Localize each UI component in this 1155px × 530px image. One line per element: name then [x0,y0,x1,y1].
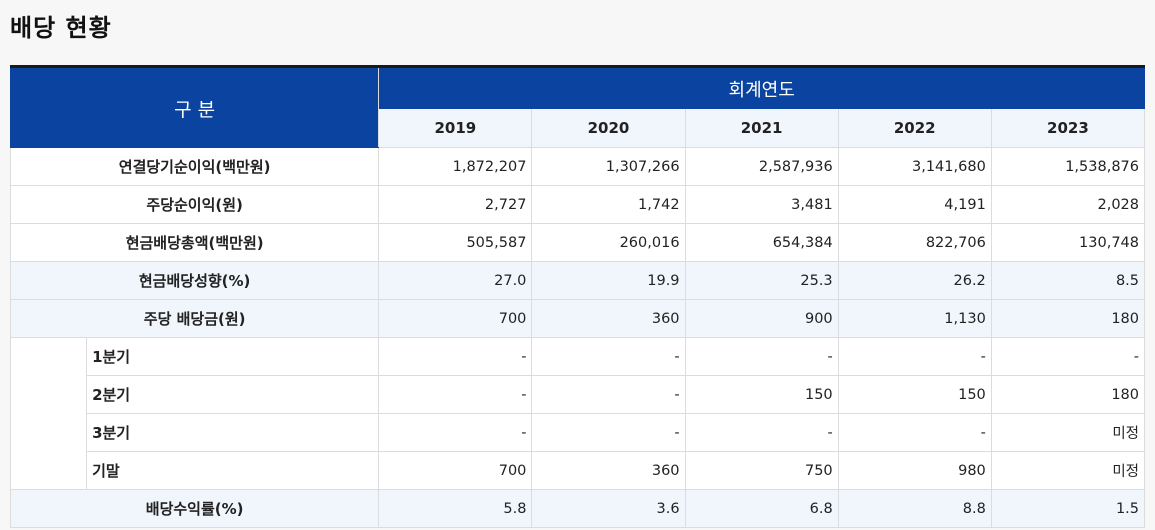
table-cell: 3,141,680 [837,147,992,186]
row-label: 주당순이익(원) [9,185,380,224]
sub-row-indent [9,337,88,490]
row-label: 연결당기순이익(백만원) [9,147,380,186]
table-cell: 5.8 [378,489,533,528]
table-row: 연결당기순이익(백만원) 1,872,207 1,307,266 2,587,9… [9,147,1146,186]
table-cell: 8.8 [837,489,992,528]
year-header-row: 2019 2020 2021 2022 2023 [11,108,1146,148]
table-cell: 19.9 [531,261,686,300]
table-cell: 6.8 [684,489,839,528]
table-cell: 2,028 [990,185,1146,224]
table-row: 2분기 - - 150 150 180 [11,375,1146,414]
table-cell: 1,538,876 [990,147,1146,186]
page-title: 배당 현황 [10,14,112,42]
table-cell: 360 [531,451,686,490]
table-cell: - [684,337,839,376]
table-cell: 700 [378,451,533,490]
table-cell: 150 [837,375,992,414]
category-header: 구 분 [9,68,380,148]
year-header: 2019 [378,108,533,148]
table-cell: - [531,413,686,452]
table-cell: - [837,337,992,376]
sub-row-label: 기말 [86,451,380,490]
table-cell: 26.2 [837,261,992,300]
table-cell: - [378,375,533,414]
row-label: 주당 배당금(원) [9,299,380,338]
table-cell: 980 [837,451,992,490]
table-cell: 1,742 [531,185,686,224]
table-cell: 27.0 [378,261,533,300]
table-cell: 1,872,207 [378,147,533,186]
table-row: 3분기 - - - - 미정 [11,413,1146,452]
table-cell: 2,587,936 [684,147,839,186]
table-cell: - [684,413,839,452]
table-cell: 3,481 [684,185,839,224]
year-header: 2020 [531,108,686,148]
dividend-table-container: 구 분 회계연도 2019 2020 2021 2022 2023 연결당기순이… [9,65,1146,528]
table-cell: 미정 [990,451,1146,490]
row-label: 배당수익률(%) [9,489,380,528]
table-cell: - [378,413,533,452]
table-row: 주당 배당금(원) 700 360 900 1,130 180 [9,299,1146,338]
year-header: 2022 [837,108,992,148]
table-cell: 900 [684,299,839,338]
header-row: 구 분 회계연도 [9,68,1145,148]
table-row: 기말 700 360 750 980 미정 [11,451,1146,490]
table-cell: - [531,375,686,414]
row-label: 현금배당총액(백만원) [9,223,380,262]
sub-row-label: 2분기 [86,375,380,414]
sub-row-label: 3분기 [86,413,380,452]
table-row: 1분기 - - - - - [9,337,1146,490]
fiscal-year-header: 회계연도 [378,68,1145,109]
table-cell: 150 [684,375,839,414]
table-cell: 1,307,266 [531,147,686,186]
table-cell: - [531,337,686,376]
table-cell: 3.6 [531,489,686,528]
row-label: 현금배당성향(%) [9,261,380,300]
table-cell: 4,191 [837,185,992,224]
table-cell: 822,706 [837,223,992,262]
table-cell: 180 [990,375,1146,414]
dividend-table: 구 분 회계연도 2019 2020 2021 2022 2023 연결당기순이… [9,68,1146,528]
table-cell: 360 [531,299,686,338]
table-row: 현금배당성향(%) 27.0 19.9 25.3 26.2 8.5 [9,261,1146,300]
table-cell: 750 [684,451,839,490]
table-cell: 505,587 [378,223,533,262]
table-cell: 25.3 [684,261,839,300]
year-header: 2021 [684,108,839,148]
table-cell: 8.5 [990,261,1146,300]
table-cell: 2,727 [378,185,533,224]
table-cell: 1,130 [837,299,992,338]
table-cell: - [990,337,1146,376]
table-cell: 130,748 [990,223,1146,262]
table-row: 배당수익률(%) 5.8 3.6 6.8 8.8 1.5 [9,489,1146,528]
table-cell: 180 [990,299,1146,338]
table-row: 주당순이익(원) 2,727 1,742 3,481 4,191 2,028 [9,185,1146,224]
table-cell: - [378,337,533,376]
table-cell: 미정 [990,413,1146,452]
table-cell: 1.5 [990,489,1146,528]
table-row: 현금배당총액(백만원) 505,587 260,016 654,384 822,… [9,223,1146,262]
table-cell: 260,016 [531,223,686,262]
table-cell: - [837,413,992,452]
sub-row-label: 1분기 [86,337,380,376]
table-cell: 700 [378,299,533,338]
table-cell: 654,384 [684,223,839,262]
year-header: 2023 [990,108,1146,148]
